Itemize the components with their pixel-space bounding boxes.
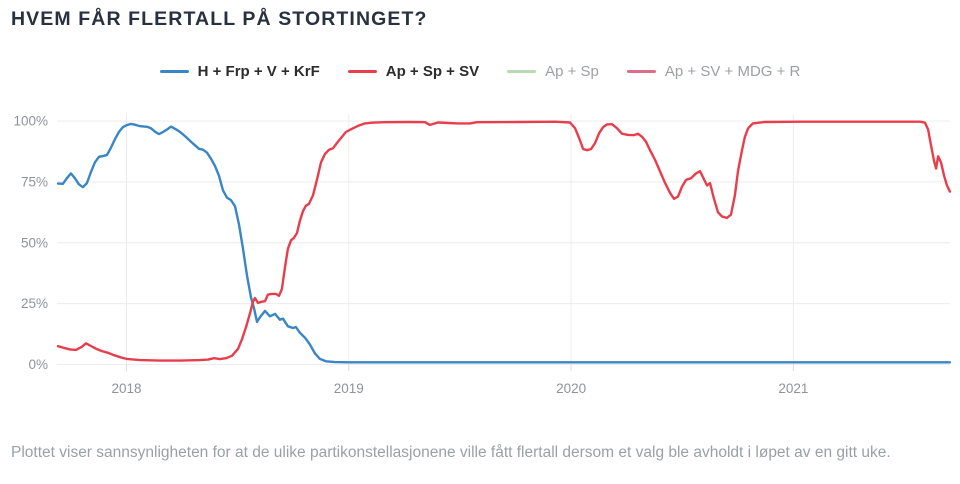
- x-axis-tick-label: 2021: [778, 381, 808, 396]
- legend-item-ap-sv-mdg-r[interactable]: Ap + SV + MDG + R: [626, 63, 801, 80]
- legend-label: Ap + SV + MDG + R: [664, 63, 801, 80]
- x-axis-tick-label: 2018: [111, 381, 141, 396]
- legend-label: H + Frp + V + KrF: [197, 63, 320, 80]
- chart-legend: H + Frp + V + KrF Ap + Sp + SV Ap + Sp Ap +…: [0, 63, 960, 80]
- legend-label: Ap + Sp: [545, 63, 599, 80]
- x-axis-tick-label: 2020: [556, 381, 586, 396]
- y-axis-tick-label: 25%: [21, 296, 48, 311]
- chart-caption: Plottet viser sannsynligheten for at de …: [11, 443, 891, 461]
- legend-color-swatch: [507, 70, 537, 73]
- page-title: HVEM FÅR FLERTALL PÅ STORTINGET?: [11, 8, 428, 30]
- series-line-h-frp-v-krf: [56, 122, 952, 364]
- legend-label: Ap + Sp + SV: [385, 63, 480, 80]
- legend-color-swatch: [626, 70, 656, 73]
- legend-color-swatch: [347, 70, 377, 73]
- series-line-ap-sp-sv: [56, 120, 952, 362]
- legend-color-swatch: [159, 70, 189, 73]
- x-axis-tick-label: 2019: [334, 381, 364, 396]
- y-axis-tick-label: 0%: [28, 357, 48, 372]
- legend-item-h-frp-v-krf[interactable]: H + Frp + V + KrF: [159, 63, 320, 80]
- legend-item-ap-sp[interactable]: Ap + Sp: [507, 63, 599, 80]
- y-axis-tick-label: 50%: [21, 235, 48, 250]
- y-axis-tick-label: 75%: [21, 174, 48, 189]
- y-axis-tick-label: 100%: [13, 114, 48, 129]
- probability-chart: 0% 25% 50% 75% 100% 2018 2019 2020 2021: [13, 114, 952, 396]
- legend-item-ap-sp-sv[interactable]: Ap + Sp + SV: [347, 63, 480, 80]
